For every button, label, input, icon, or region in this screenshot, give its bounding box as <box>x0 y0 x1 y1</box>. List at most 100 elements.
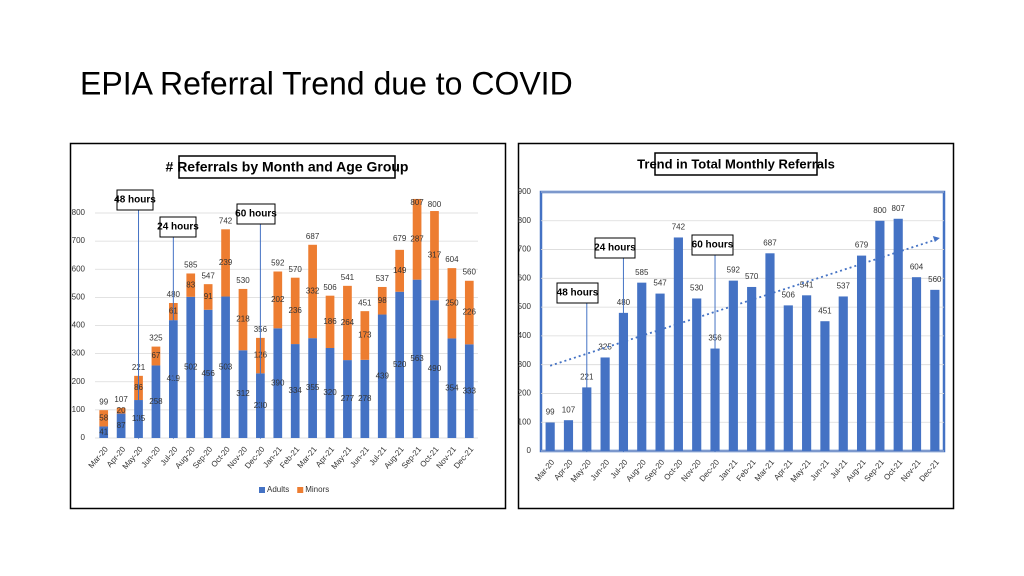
bar-segment <box>360 359 370 438</box>
data-label: 278 <box>358 394 372 403</box>
data-label: 332 <box>306 287 320 296</box>
y-tick-label: 600 <box>518 273 532 282</box>
bar <box>893 218 903 451</box>
total-label: 687 <box>306 232 320 241</box>
total-label: 537 <box>376 274 390 283</box>
data-label: 390 <box>271 378 285 387</box>
bar <box>783 305 793 451</box>
total-label: 325 <box>149 334 163 343</box>
total-label: 530 <box>236 276 250 285</box>
bar-segment <box>325 348 335 438</box>
chart-title: # Referrals by Month and Age Group <box>166 159 409 175</box>
bar-segment <box>412 198 422 280</box>
y-tick-label: 900 <box>518 187 532 196</box>
bar-segment <box>203 284 213 310</box>
y-tick-label: 700 <box>518 245 532 254</box>
annotation-box <box>116 189 154 211</box>
chart-title-box <box>178 155 396 179</box>
annotation-label: 24 hours <box>157 222 199 233</box>
bar <box>765 253 775 451</box>
bar-segment <box>221 229 230 297</box>
annotation-box <box>556 282 599 304</box>
annotation-box <box>691 234 734 256</box>
data-label: 503 <box>219 362 233 371</box>
bar <box>802 295 812 451</box>
y-tick-label: 300 <box>72 349 86 358</box>
legend-label: Minors <box>305 485 329 494</box>
bar-segment <box>151 365 161 438</box>
annotation-label: 48 hours <box>114 195 156 206</box>
data-label: 687 <box>763 238 777 247</box>
data-label: 439 <box>376 371 390 380</box>
bar <box>563 420 574 451</box>
bar-segment <box>464 280 474 345</box>
bar-segment <box>360 311 370 360</box>
y-tick-label: 100 <box>518 417 532 426</box>
data-label: 355 <box>306 383 320 392</box>
y-tick-label: 700 <box>72 236 86 245</box>
data-label: 537 <box>837 282 851 291</box>
data-label: 91 <box>204 292 213 301</box>
data-label: 287 <box>410 234 424 243</box>
data-label: 226 <box>463 308 477 317</box>
bar-segment <box>395 291 405 438</box>
data-label: 334 <box>289 386 303 395</box>
total-label: 742 <box>219 216 233 225</box>
data-label: 541 <box>800 280 814 289</box>
y-tick-label: 300 <box>518 360 532 369</box>
y-tick-label: 200 <box>518 389 532 398</box>
bar-segment <box>273 328 283 438</box>
bar <box>600 357 610 451</box>
data-label: 83 <box>186 280 195 289</box>
data-label: 333 <box>463 386 477 395</box>
bar <box>747 286 757 451</box>
data-label: 354 <box>445 383 459 392</box>
data-label: 202 <box>271 295 285 304</box>
bar-segment <box>238 350 248 438</box>
total-label: 547 <box>201 271 215 280</box>
bar-segment <box>412 279 422 438</box>
annotation-label: 48 hours <box>557 288 599 299</box>
data-label: 149 <box>393 266 407 275</box>
data-label: 250 <box>445 298 459 307</box>
data-label: 173 <box>358 331 372 340</box>
bar <box>911 277 922 451</box>
bar-segment <box>395 249 405 292</box>
data-label: 451 <box>818 306 832 315</box>
data-label: 560 <box>928 275 942 284</box>
data-label: 742 <box>672 223 686 232</box>
bar-segment <box>343 285 352 361</box>
y-tick-label: 100 <box>72 405 86 414</box>
bar-segment <box>116 407 126 414</box>
y-tick-label: 800 <box>72 208 86 217</box>
y-tick-label: 500 <box>518 302 532 311</box>
y-tick-label: 400 <box>518 331 532 340</box>
annotation-box <box>594 237 636 259</box>
legend-swatch <box>259 487 265 493</box>
bar-segment <box>290 344 300 438</box>
data-label: 20 <box>117 406 126 415</box>
data-label: 236 <box>289 306 303 315</box>
data-label: 506 <box>782 290 796 299</box>
bar-segment <box>290 277 300 345</box>
y-tick-label: 500 <box>72 292 86 301</box>
annotation-arrowhead <box>169 430 177 440</box>
data-label: 258 <box>149 397 163 406</box>
data-label: 98 <box>378 296 387 305</box>
total-label: 800 <box>428 200 442 209</box>
data-label: 520 <box>393 360 407 369</box>
data-label: 604 <box>910 262 924 271</box>
bar-segment <box>325 295 335 348</box>
total-label: 679 <box>393 234 407 243</box>
total-label: 570 <box>289 265 303 274</box>
annotation-arrowhead <box>583 443 591 453</box>
data-label: 87 <box>117 421 126 430</box>
bar-segment <box>238 288 248 351</box>
bar-segment <box>430 211 439 301</box>
data-label: 107 <box>562 405 576 414</box>
bar-segment <box>308 338 317 438</box>
bar-segment <box>116 413 126 438</box>
data-label: 186 <box>323 317 337 326</box>
